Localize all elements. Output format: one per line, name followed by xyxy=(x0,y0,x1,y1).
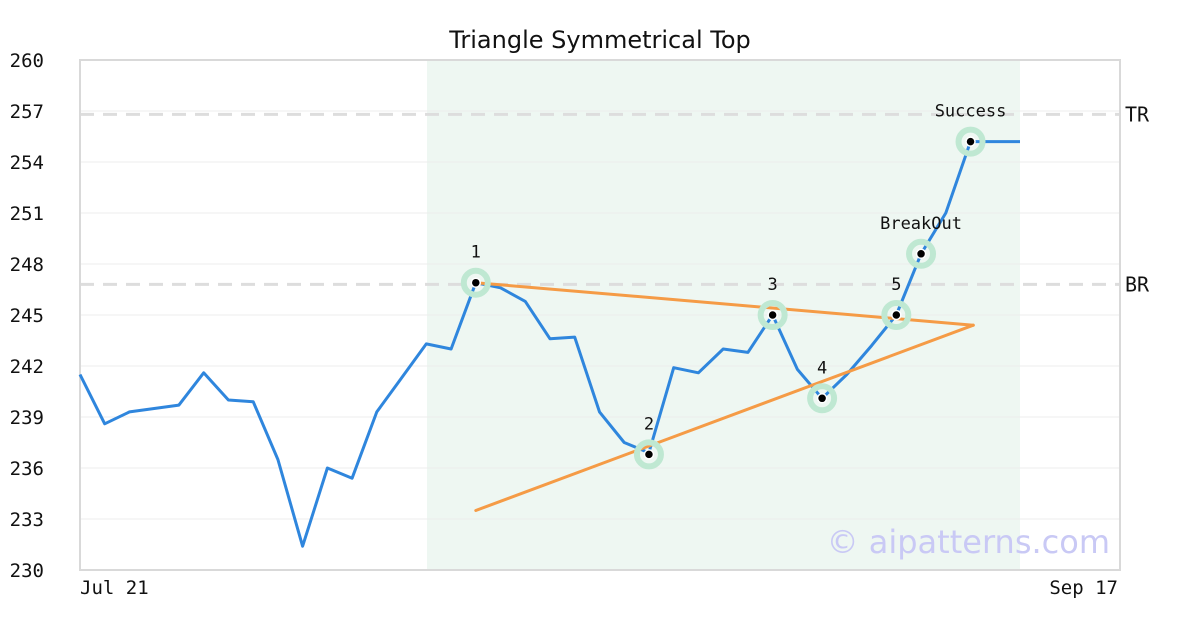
marker-label-breakout: BreakOut xyxy=(880,214,962,234)
marker-dot-breakout xyxy=(915,248,927,260)
marker-halo-1 xyxy=(460,267,491,298)
y-tick-label: 233 xyxy=(10,509,44,531)
watermark: © aipatterns.com xyxy=(827,523,1110,561)
marker-dot-5 xyxy=(891,309,902,321)
price-series-layer xyxy=(78,140,1020,548)
marker-halo-4 xyxy=(807,383,838,414)
y-tick-label: 257 xyxy=(10,101,44,123)
marker-halo-3 xyxy=(757,300,788,330)
marker-label-4: 4 xyxy=(817,358,827,378)
chart-title: Triangle Symmetrical Top xyxy=(448,26,751,54)
lower-trendline xyxy=(474,323,975,512)
y-tick-label: 236 xyxy=(10,458,44,480)
marker-label-success: Success xyxy=(935,102,1007,122)
plot-frame xyxy=(79,59,1121,571)
y-tick-label: 254 xyxy=(10,152,44,174)
marker-dot-4 xyxy=(816,393,828,404)
marker-dot-2 xyxy=(643,449,655,460)
marker-dot-3 xyxy=(767,309,778,321)
marker-dot-success xyxy=(965,136,976,147)
x-tick-label: Jul 21 xyxy=(80,577,149,599)
marker-halo-success xyxy=(955,126,986,157)
marker-halo-2 xyxy=(633,439,664,470)
pattern-markers: 1 2 3 4 5 BreakOut Success xyxy=(460,102,1007,470)
y-axis-ticks: 260 257 254 251 248 245 242 239 236 233 230 xyxy=(10,50,44,582)
marker-label-1: 1 xyxy=(471,243,481,263)
y-tick-label: 248 xyxy=(10,254,44,276)
y-tick-label: 230 xyxy=(10,560,44,582)
reference-label-tr: TR xyxy=(1125,102,1150,126)
marker-label-5: 5 xyxy=(891,275,901,295)
y-tick-label: 245 xyxy=(10,305,44,327)
x-axis-ticks: Jul 21 Sep 17 xyxy=(80,577,1118,599)
marker-dot-1 xyxy=(470,277,482,288)
y-tick-label: 251 xyxy=(10,203,44,225)
price-line xyxy=(78,140,1020,548)
y-tick-label: 239 xyxy=(10,407,44,429)
reference-label-br: BR xyxy=(1125,272,1150,296)
upper-trendline xyxy=(474,281,975,327)
trendlines xyxy=(474,281,975,512)
marker-label-3: 3 xyxy=(768,275,778,295)
marker-halo-breakout xyxy=(906,238,937,269)
reference-lines: TR BR xyxy=(80,102,1150,296)
y-tick-label: 260 xyxy=(10,50,44,72)
marker-halo-5 xyxy=(881,300,912,330)
y-tick-label: 242 xyxy=(10,356,44,378)
marker-label-2: 2 xyxy=(644,414,654,434)
x-tick-label: Sep 17 xyxy=(1049,577,1118,599)
